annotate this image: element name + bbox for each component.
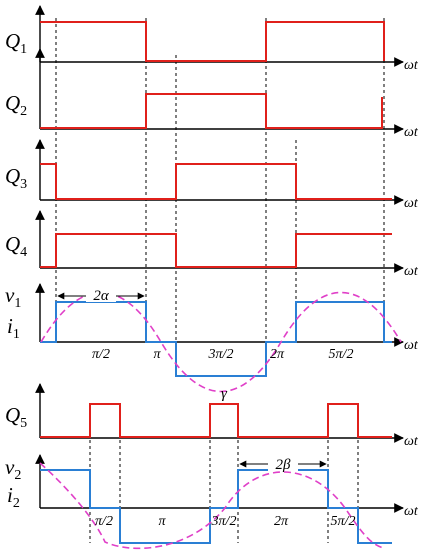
q3-signal <box>40 163 392 200</box>
v2-axis-label: ωt <box>404 504 419 519</box>
tick-label: π/2 <box>95 514 113 529</box>
svg-text:v2: v2 <box>5 455 21 483</box>
svg-text:i2: i2 <box>7 483 20 511</box>
q3-panel: Q3 ωt <box>5 139 419 211</box>
tick-label: π/2 <box>92 347 110 362</box>
q1-axis-label: ωt <box>404 58 419 73</box>
v2-panel: 2β v2 i2 ωt π/2 π 3π/2 2π 5π/2 <box>5 454 419 550</box>
svg-text:Q4: Q4 <box>5 232 27 260</box>
tick-label: 3π/2 <box>211 514 237 529</box>
q3-label: Q <box>5 164 20 188</box>
q1-panel: Q1 ωt <box>5 5 419 73</box>
q4-axis-label: ωt <box>404 264 419 279</box>
v2-voltage <box>40 469 392 544</box>
tick-label: π <box>153 347 161 362</box>
tick-label: 2π <box>274 514 289 529</box>
v1-voltage <box>40 301 392 377</box>
width-2alpha-label: 2α <box>93 288 110 304</box>
q2-label: Q <box>5 91 20 115</box>
q2-signal <box>40 93 383 129</box>
v2-current <box>39 462 385 550</box>
v1-panel: 2α v1 i1 ωt π/2 π 3π/2 2π 5π/2 <box>5 283 419 393</box>
q2-panel: Q2 ωt <box>5 48 419 140</box>
svg-text:i1: i1 <box>7 314 20 342</box>
q4-signal <box>40 233 392 268</box>
tick-label: 3π/2 <box>208 347 234 362</box>
q4-label: Q <box>5 232 20 256</box>
tick-label: 5π/2 <box>331 514 356 529</box>
tick-label: 2π <box>270 347 285 362</box>
tick-label: 5π/2 <box>329 347 354 362</box>
v1-axis-label: ωt <box>404 338 419 353</box>
svg-text:v1: v1 <box>5 283 21 311</box>
gamma-label: γ <box>221 386 228 402</box>
q5-label: Q <box>5 403 20 427</box>
q3-axis-label: ωt <box>404 196 419 211</box>
svg-text:Q2: Q2 <box>5 91 27 119</box>
q1-signal <box>40 21 385 62</box>
svg-text:Q1: Q1 <box>5 29 27 57</box>
q5-signal <box>40 403 392 438</box>
width-2beta-label: 2β <box>276 457 292 473</box>
i1-label: i <box>7 314 13 338</box>
svg-text:Q3: Q3 <box>5 164 27 192</box>
tick-label: π <box>158 514 166 529</box>
v2-label: v <box>5 455 15 479</box>
q5-panel: γ Q5 ωt <box>5 383 419 449</box>
q2-axis-label: ωt <box>404 125 419 140</box>
q4-panel: Q4 ωt <box>5 210 419 279</box>
q1-label: Q <box>5 29 20 53</box>
svg-text:Q5: Q5 <box>5 403 27 431</box>
v1-label: v <box>5 283 15 307</box>
q5-axis-label: ωt <box>404 434 419 449</box>
i2-label: i <box>7 483 13 507</box>
